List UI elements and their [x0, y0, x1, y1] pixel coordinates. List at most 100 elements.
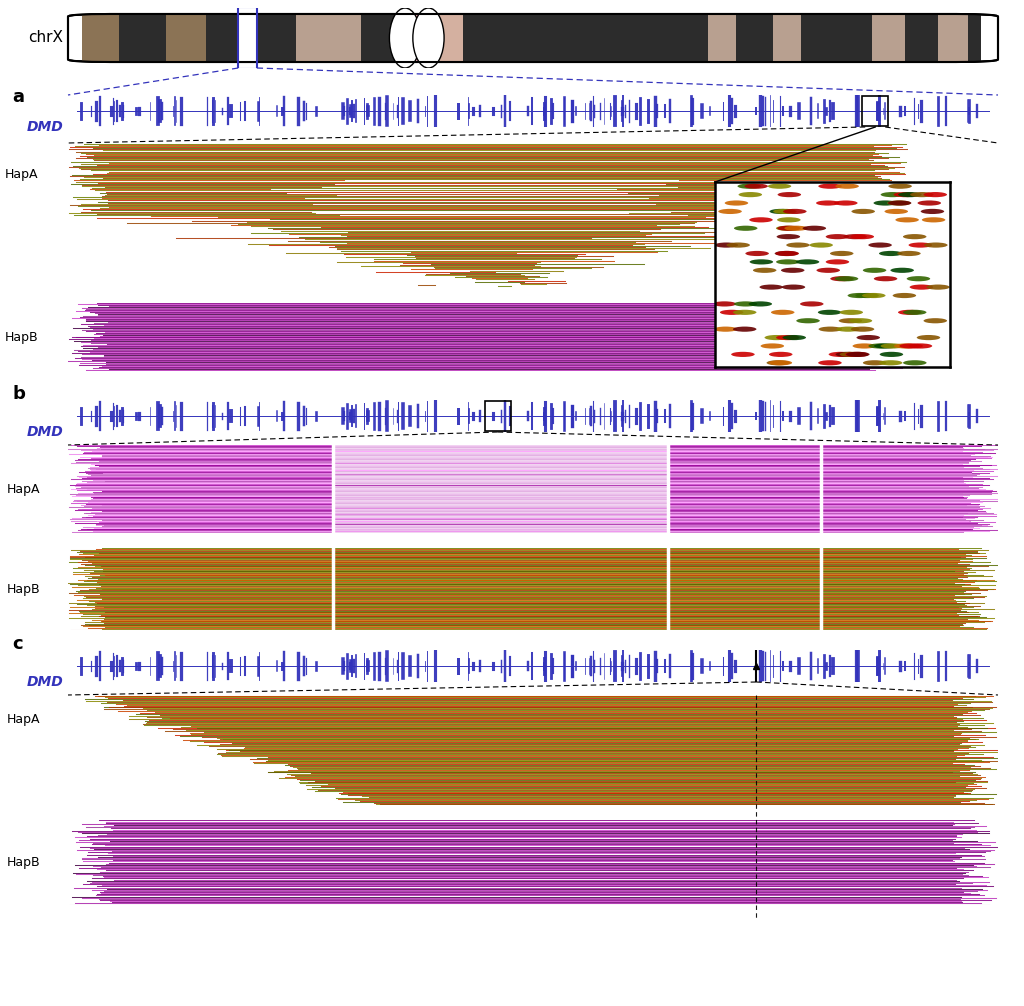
Ellipse shape — [924, 318, 947, 323]
Ellipse shape — [726, 242, 750, 247]
Ellipse shape — [818, 327, 842, 332]
Ellipse shape — [921, 209, 944, 214]
Ellipse shape — [855, 293, 879, 298]
Ellipse shape — [879, 360, 902, 365]
Ellipse shape — [715, 242, 738, 247]
Ellipse shape — [924, 242, 947, 247]
Bar — [708, 14, 735, 62]
Ellipse shape — [851, 234, 874, 239]
FancyBboxPatch shape — [68, 14, 998, 62]
Ellipse shape — [750, 217, 773, 222]
Ellipse shape — [784, 225, 808, 230]
Bar — [773, 14, 801, 62]
Ellipse shape — [777, 217, 801, 222]
Bar — [565, 14, 603, 62]
Ellipse shape — [769, 209, 793, 214]
Ellipse shape — [868, 242, 892, 247]
Ellipse shape — [853, 343, 877, 348]
Ellipse shape — [786, 242, 810, 247]
Text: chrX: chrX — [29, 30, 63, 45]
Bar — [862, 96, 888, 126]
Ellipse shape — [774, 250, 798, 257]
Ellipse shape — [868, 343, 892, 348]
Ellipse shape — [769, 352, 793, 357]
Text: HapB: HapB — [6, 856, 40, 869]
Ellipse shape — [828, 352, 852, 357]
Ellipse shape — [818, 360, 842, 365]
Ellipse shape — [720, 310, 743, 315]
Ellipse shape — [862, 293, 886, 298]
Ellipse shape — [851, 209, 874, 214]
Ellipse shape — [894, 192, 918, 197]
Ellipse shape — [769, 360, 793, 365]
Ellipse shape — [733, 327, 757, 332]
Ellipse shape — [745, 250, 769, 257]
Ellipse shape — [873, 200, 897, 205]
Ellipse shape — [767, 360, 791, 365]
Bar — [801, 14, 838, 62]
Ellipse shape — [849, 318, 872, 323]
Ellipse shape — [753, 268, 776, 273]
Ellipse shape — [840, 352, 863, 357]
Ellipse shape — [880, 352, 903, 357]
Ellipse shape — [879, 250, 902, 257]
Ellipse shape — [830, 276, 854, 282]
Ellipse shape — [840, 310, 863, 315]
Ellipse shape — [851, 327, 874, 332]
Bar — [327, 14, 360, 62]
Ellipse shape — [737, 184, 761, 189]
Ellipse shape — [889, 184, 911, 189]
Text: a: a — [12, 88, 25, 106]
Ellipse shape — [844, 234, 867, 239]
Ellipse shape — [845, 352, 868, 357]
Ellipse shape — [818, 310, 842, 315]
Ellipse shape — [888, 200, 911, 205]
Bar — [239, 7, 257, 69]
Ellipse shape — [725, 200, 749, 205]
Bar — [603, 14, 640, 62]
Ellipse shape — [863, 268, 887, 273]
Ellipse shape — [898, 310, 922, 315]
Ellipse shape — [856, 335, 880, 340]
Ellipse shape — [863, 360, 887, 365]
Ellipse shape — [797, 318, 820, 323]
Ellipse shape — [898, 192, 922, 197]
Text: HapB: HapB — [5, 331, 39, 343]
Ellipse shape — [777, 225, 801, 230]
Ellipse shape — [800, 302, 823, 307]
Ellipse shape — [816, 268, 840, 273]
Ellipse shape — [782, 335, 806, 340]
Ellipse shape — [413, 8, 444, 68]
Ellipse shape — [922, 217, 945, 222]
Text: DMD: DMD — [27, 425, 63, 439]
Ellipse shape — [895, 217, 919, 222]
Ellipse shape — [816, 200, 840, 205]
Ellipse shape — [761, 343, 784, 348]
Text: DMD: DMD — [27, 675, 63, 689]
Ellipse shape — [908, 343, 932, 348]
Ellipse shape — [927, 285, 950, 290]
Bar — [872, 14, 905, 62]
Ellipse shape — [776, 335, 800, 340]
Ellipse shape — [744, 184, 768, 189]
Ellipse shape — [891, 268, 914, 273]
Bar — [360, 14, 398, 62]
Ellipse shape — [846, 352, 869, 357]
Bar — [206, 14, 239, 62]
Ellipse shape — [749, 302, 772, 307]
Ellipse shape — [803, 225, 826, 230]
Ellipse shape — [731, 352, 755, 357]
Ellipse shape — [903, 310, 927, 315]
Bar — [671, 14, 708, 62]
Ellipse shape — [760, 285, 783, 290]
Ellipse shape — [733, 310, 757, 315]
Bar — [239, 14, 257, 62]
Text: DMD: DMD — [27, 120, 63, 134]
Ellipse shape — [924, 192, 947, 197]
Ellipse shape — [818, 184, 842, 189]
Ellipse shape — [771, 310, 795, 315]
Ellipse shape — [781, 268, 805, 273]
Ellipse shape — [906, 276, 930, 282]
Ellipse shape — [916, 335, 940, 340]
Ellipse shape — [777, 192, 801, 197]
